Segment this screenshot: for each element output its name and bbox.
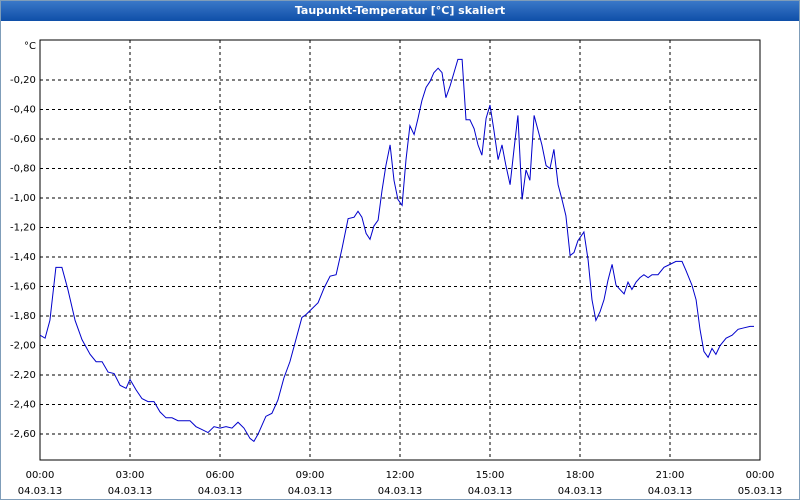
x-tick-date: 04.03.13 (288, 486, 333, 497)
x-tick-date: 05.03.13 (738, 486, 783, 497)
y-tick-label: -1,40 (10, 252, 36, 263)
x-tick-label: 18:00 (566, 470, 595, 481)
x-tick-label: 00:00 (26, 470, 55, 481)
y-tick-label: -0,60 (10, 134, 36, 145)
y-tick-label: -2,60 (10, 429, 36, 440)
y-tick-label: -1,60 (10, 282, 36, 293)
y-tick-label: -0,40 (10, 104, 36, 115)
x-tick-date: 04.03.13 (558, 486, 603, 497)
x-tick-label: 15:00 (476, 470, 505, 481)
y-unit: °C (24, 41, 36, 52)
x-tick-date: 04.03.13 (378, 486, 423, 497)
x-tick-label: 12:00 (386, 470, 415, 481)
x-tick-label: 09:00 (296, 470, 325, 481)
y-tick-label: -2,00 (10, 341, 36, 352)
y-tick-label: -1,20 (10, 223, 36, 234)
x-tick-date: 04.03.13 (198, 486, 243, 497)
x-tick-date: 04.03.13 (648, 486, 693, 497)
x-tick-date: 04.03.13 (108, 486, 153, 497)
x-tick-date: 04.03.13 (18, 486, 63, 497)
y-tick-label: -2,20 (10, 370, 36, 381)
y-tick-label: -0,20 (10, 75, 36, 86)
y-tick-label: -1,80 (10, 311, 36, 322)
y-tick-label: -0,80 (10, 163, 36, 174)
x-tick-date: 04.03.13 (468, 486, 513, 497)
x-tick-label: 06:00 (206, 470, 235, 481)
x-tick-label: 00:00 (746, 470, 775, 481)
y-tick-label: -1,00 (10, 193, 36, 204)
y-tick-label: -2,40 (10, 400, 36, 411)
title-bar: Taupunkt-Temperatur [°C] skaliert (1, 1, 799, 21)
data-line (39, 58, 754, 443)
x-tick-label: 21:00 (656, 470, 685, 481)
x-tick-label: 03:00 (116, 470, 145, 481)
